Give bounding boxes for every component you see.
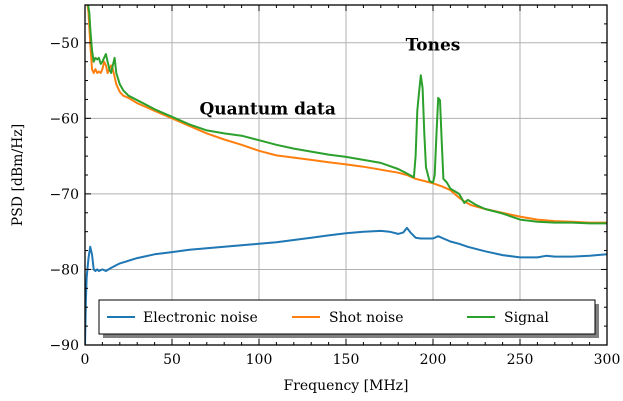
y-tick-label: −50 [49,36,79,52]
y-tick-label: −90 [49,338,79,354]
x-tick-label: 250 [507,352,534,368]
x-axis-label: Frequency [MHz] [283,378,408,394]
annotation-tones: Tones [406,35,461,55]
series-line-signal [87,5,607,225]
series-lines [85,5,607,345]
axis-ticks: 0 50 100 150 200 250 300 −90 −80 −70 −60 −50 [49,4,621,368]
legend-label-shot-noise: Shot noise [329,310,404,326]
x-tick-label: 50 [163,352,181,368]
y-axis-label: PSD [dBm/Hz] [10,124,26,226]
x-tick-label: 200 [420,352,447,368]
series-line-electronic-noise [85,226,607,345]
y-tick-label: −80 [49,262,79,278]
legend-label-signal: Signal [504,310,549,326]
x-tick-label: 300 [594,352,621,368]
grid [85,5,607,345]
annotation-quantum-data: Quantum data [199,100,335,120]
x-tick-label: 150 [333,352,360,368]
y-tick-label: −70 [49,187,79,203]
legend: Electronic noise Shot noise Signal [98,299,599,338]
x-tick-label: 0 [81,352,90,368]
legend-label-electronic-noise: Electronic noise [143,310,258,326]
x-tick-label: 100 [246,352,273,368]
legend-box [98,299,596,335]
y-tick-label: −60 [49,111,79,127]
